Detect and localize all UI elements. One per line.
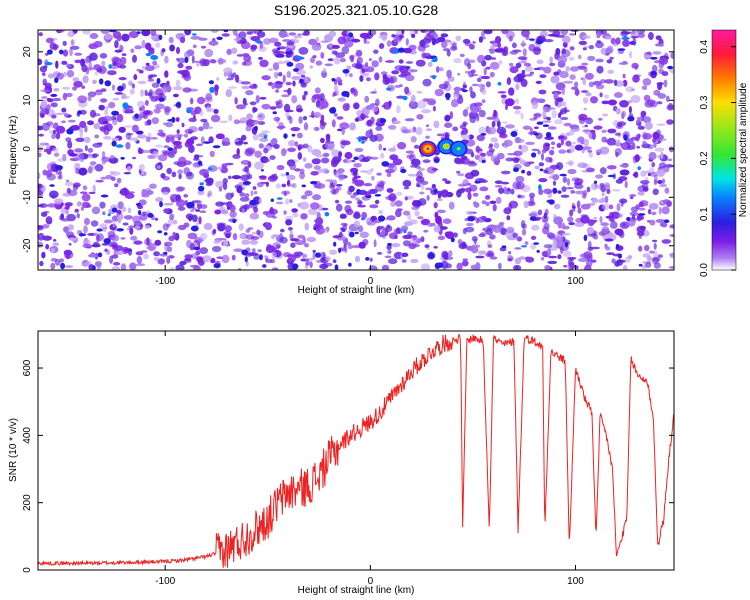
heatmap-y-tick-label: 20 — [22, 46, 33, 58]
snr-x-tick-label: 100 — [567, 576, 584, 587]
heatmap-peaks-layer — [418, 138, 468, 157]
snr-y-tick-label: 0 — [22, 567, 33, 573]
heatmap-peak — [418, 140, 437, 157]
heatmap-frame — [37, 29, 675, 271]
heatmap-y-tick-label: -10 — [22, 190, 33, 205]
colorbar: 0.0 0.1 0.2 0.3 0.4 Normalized spectral ampl… — [699, 29, 749, 277]
snr-series-line — [38, 333, 674, 568]
snr-y-tick-label: 600 — [22, 359, 33, 376]
snr-y-tick-label: 200 — [22, 494, 33, 511]
snr-y-axis-label: SNR (10 * v/v) — [8, 418, 19, 482]
figure-title: S196.2025.321.05.10.G28 — [274, 2, 438, 18]
colorbar-label: Normalized spectral amplitude — [738, 82, 749, 217]
colorbar-tick-label: 0.4 — [699, 39, 710, 53]
colorbar-tick-label: 0.0 — [699, 263, 710, 277]
snr-y-tick-label: 400 — [22, 427, 33, 444]
colorbar-ticks: 0.0 0.1 0.2 0.3 0.4 — [699, 39, 736, 277]
snr-x-tick-label: 0 — [368, 576, 374, 587]
heatmap-x-axis-label: Height of straight line (km) — [298, 285, 415, 296]
snr-frame — [37, 330, 675, 571]
heatmap-y-tick-label: -20 — [22, 238, 33, 253]
heatmap-noise-layer — [38, 30, 674, 270]
snr-panel: -100 0 100 0 200 400 600 Height of straight li… — [8, 330, 675, 596]
colorbar-tick-label: 0.1 — [699, 207, 710, 221]
colorbar-tick-label: 0.2 — [699, 151, 710, 165]
snr-background — [38, 331, 674, 570]
heatmap-y-tick-label: 10 — [22, 94, 33, 106]
snr-ticks: -100 0 100 0 200 400 600 — [22, 331, 674, 587]
colorbar-gradient — [711, 29, 737, 271]
heatmap-x-tick-label: 100 — [567, 276, 584, 287]
heatmap-peak — [449, 140, 468, 157]
heatmap-y-tick-label: 0 — [22, 146, 33, 152]
snr-x-axis-label: Height of straight line (km) — [298, 585, 415, 596]
heatmap-x-tick-label: -100 — [155, 276, 175, 287]
snr-x-tick-label: -100 — [155, 576, 175, 587]
heatmap-y-axis-label: Frequency (Hz) — [8, 116, 19, 185]
colorbar-tick-label: 0.3 — [699, 95, 710, 109]
heatmap-x-tick-label: 0 — [368, 276, 374, 287]
